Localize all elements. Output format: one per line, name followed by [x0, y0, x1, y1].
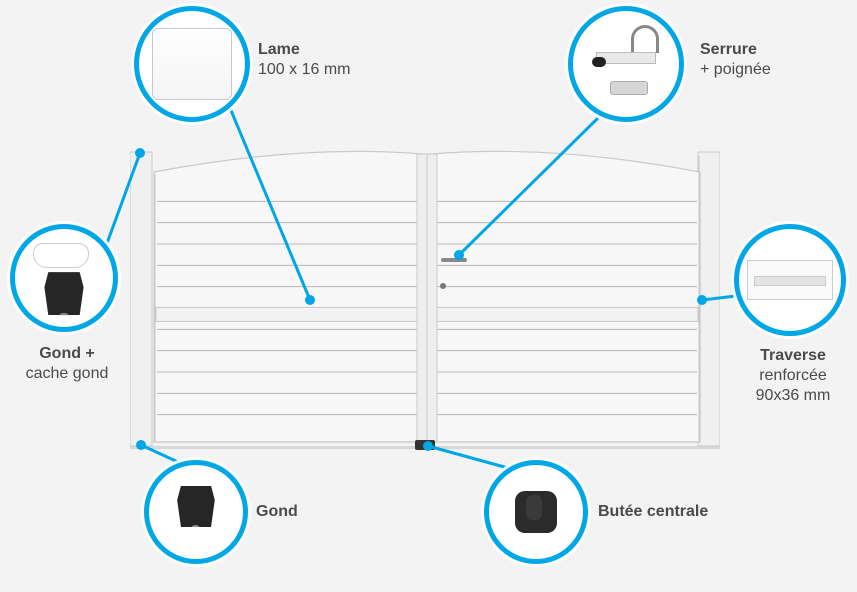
callout-title: Serrure — [700, 40, 771, 60]
callout-sub: 100 x 16 mm — [258, 60, 350, 80]
callout-label-serrure: Serrure+ poignée — [700, 40, 771, 80]
gate-svg — [130, 140, 720, 450]
callout-label-gond: Gond — [256, 502, 298, 522]
callout-label-lame: Lame100 x 16 mm — [258, 40, 350, 80]
callout-title: Gond + — [12, 344, 122, 364]
callout-circle-traverse — [734, 224, 846, 336]
callout-sub: renforcée — [738, 366, 848, 386]
gate-illustration — [130, 140, 720, 450]
callout-sub2: 90x36 mm — [738, 386, 848, 406]
callout-sub: + poignée — [700, 60, 771, 80]
callout-circle-gond — [144, 460, 248, 564]
callout-label-butee: Butée centrale — [598, 502, 708, 522]
callout-title: Traverse — [738, 346, 848, 366]
callout-circle-lame — [134, 6, 250, 122]
callout-title: Gond — [256, 502, 298, 522]
callout-circle-gondcache — [10, 224, 118, 332]
callout-label-gondcache: Gond +cache gond — [12, 344, 122, 384]
callout-title: Lame — [258, 40, 350, 60]
callout-title: Butée centrale — [598, 502, 708, 522]
callout-sub: cache gond — [12, 364, 122, 384]
callout-circle-butee — [484, 460, 588, 564]
callout-circle-serrure — [568, 6, 684, 122]
callout-label-traverse: Traverserenforcée90x36 mm — [738, 346, 848, 406]
